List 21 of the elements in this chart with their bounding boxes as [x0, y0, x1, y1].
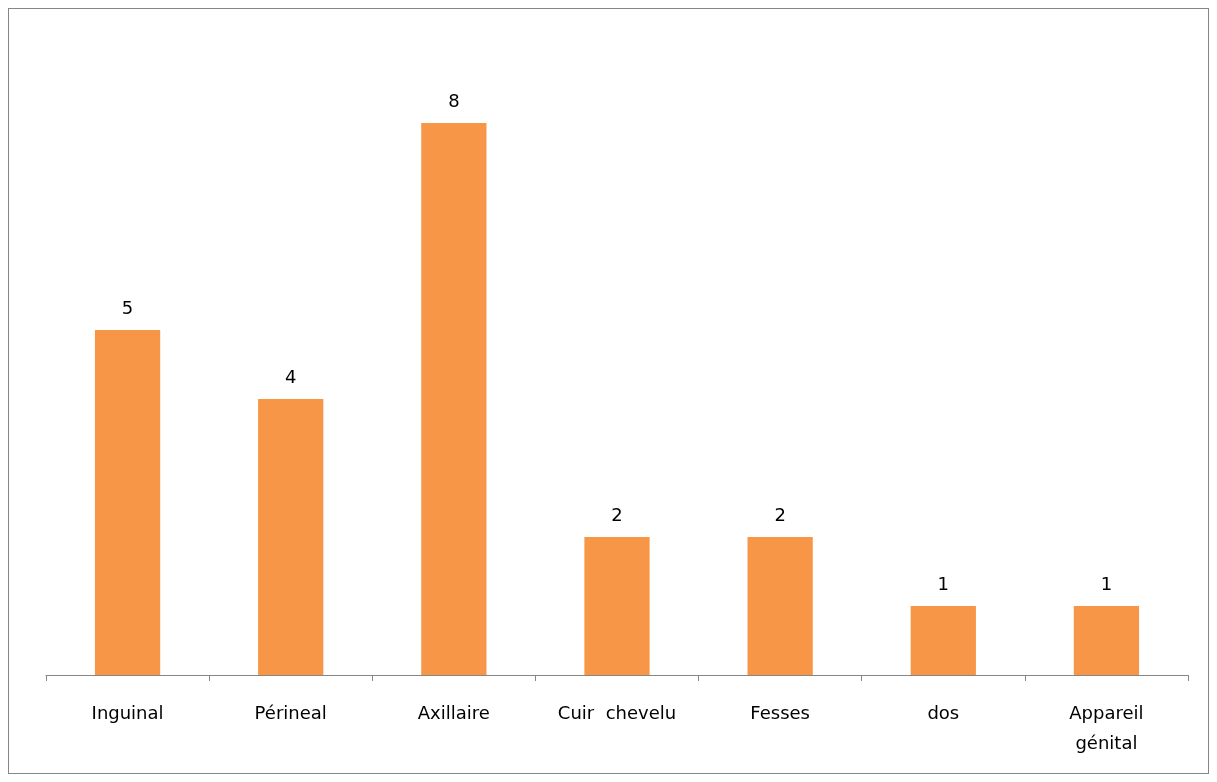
x-tick-label: Appareil génital: [1069, 701, 1144, 753]
x-tick-label: Cuir chevelu: [557, 701, 677, 723]
data-label: 4: [284, 365, 297, 387]
x-tick-label: Fesses: [750, 701, 810, 723]
x-tick-label: Périneal: [254, 701, 327, 723]
data-label: 1: [1100, 572, 1113, 594]
data-label: 8: [448, 89, 460, 111]
data-label: 5: [121, 296, 134, 318]
bar: [1073, 606, 1140, 675]
bar: [94, 330, 161, 675]
x-tick-label: Inguinal: [91, 701, 164, 723]
bar: [910, 606, 976, 675]
bar: [421, 123, 487, 675]
data-label: 2: [774, 503, 786, 525]
bar: [584, 537, 650, 675]
data-label: 1: [937, 572, 950, 594]
x-tick-label: Axillaire: [417, 701, 490, 723]
bar: [258, 399, 324, 675]
bar: [747, 537, 813, 675]
data-label: 2: [611, 503, 623, 525]
x-tick-label: dos: [927, 701, 960, 723]
